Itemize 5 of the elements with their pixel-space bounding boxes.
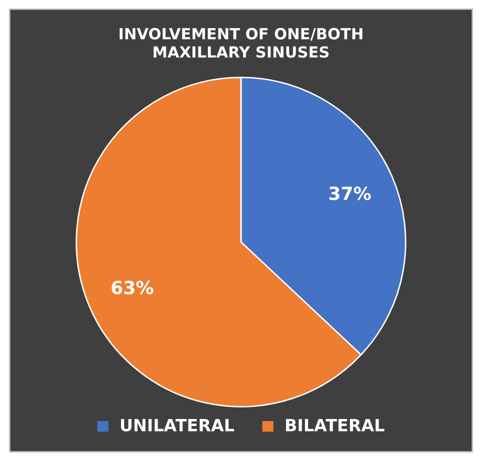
legend-label: BILATERAL (286, 419, 384, 432)
data-label: 37% (329, 186, 371, 200)
legend-label: UNILATERAL (121, 419, 234, 432)
chart-title: INVOLVEMENT OF ONE/BOTH MAXILLARY SINUSES (120, 28, 362, 58)
data-label: 63% (112, 280, 154, 294)
